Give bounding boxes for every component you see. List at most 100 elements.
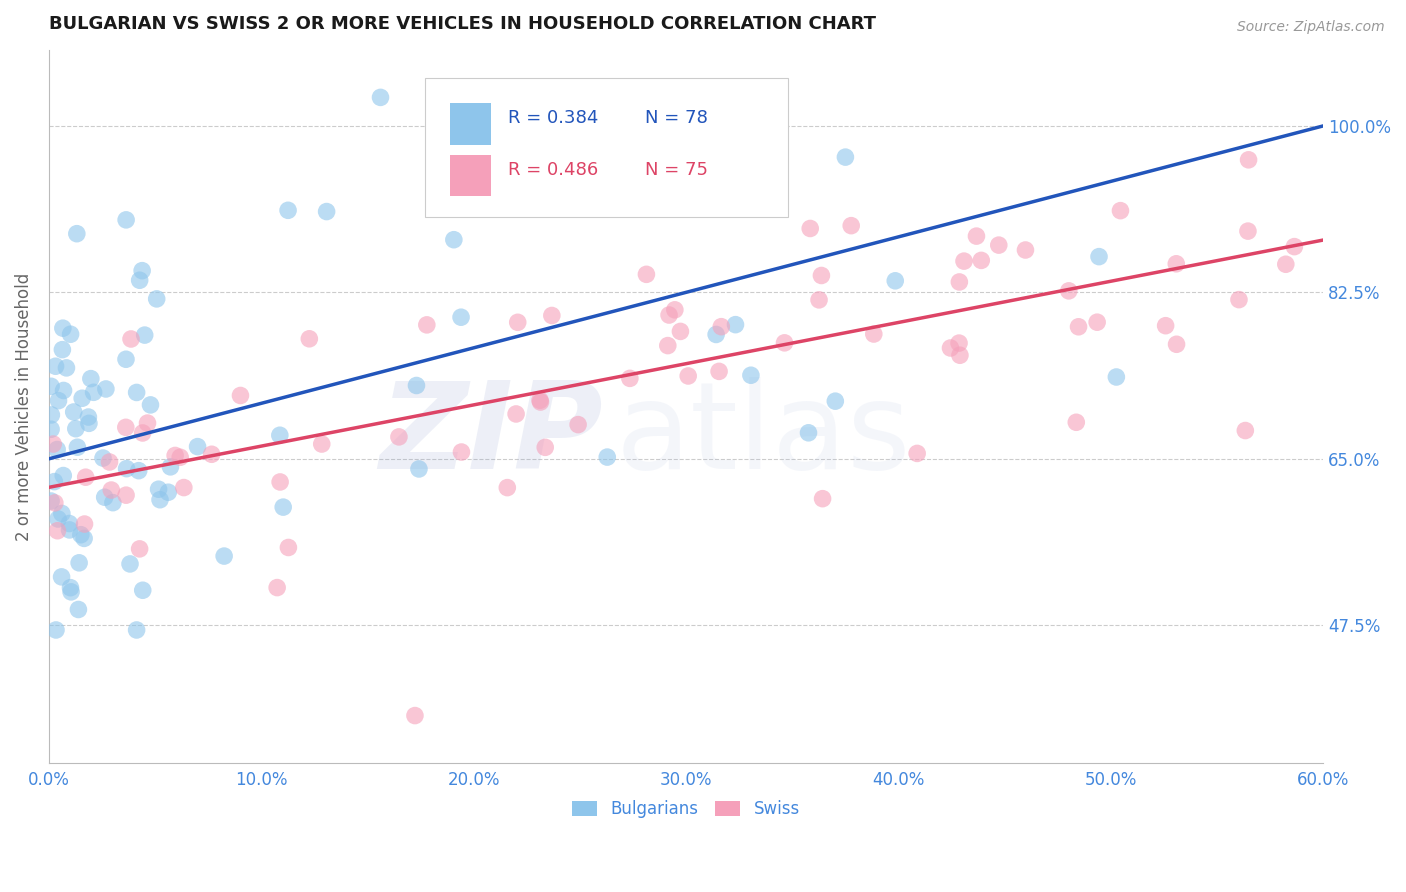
Point	[669, 325, 692, 339]
Point	[939, 341, 962, 355]
Point	[740, 368, 762, 383]
Point	[80, 371, 103, 385]
Text: atlas: atlas	[616, 376, 911, 493]
Text: BULGARIAN VS SWISS 2 OR MORE VEHICLES IN HOUSEHOLD CORRELATION CHART: BULGARIAN VS SWISS 2 OR MORE VEHICLES IN…	[49, 15, 876, 33]
Point	[73, 532, 96, 546]
Point	[948, 336, 970, 351]
Point	[128, 541, 150, 556]
Point	[948, 275, 970, 289]
Point	[51, 570, 73, 584]
FancyBboxPatch shape	[450, 154, 491, 196]
Point	[443, 233, 465, 247]
Point	[905, 446, 928, 460]
Point	[145, 292, 167, 306]
Point	[408, 462, 430, 476]
Point	[1105, 370, 1128, 384]
Point	[59, 581, 82, 595]
Point	[201, 447, 224, 461]
Point	[41, 408, 63, 422]
Point	[75, 470, 97, 484]
Point	[39, 422, 62, 436]
Point	[1014, 243, 1036, 257]
Point	[55, 360, 77, 375]
Point	[266, 581, 288, 595]
Point	[52, 384, 75, 398]
Point	[1166, 257, 1188, 271]
Point	[48, 393, 70, 408]
Point	[388, 430, 411, 444]
Point	[1284, 239, 1306, 253]
Point	[134, 328, 156, 343]
Point	[1275, 257, 1298, 271]
Text: R = 0.486: R = 0.486	[508, 161, 598, 178]
Point	[52, 468, 75, 483]
Point	[91, 451, 114, 466]
Point	[125, 623, 148, 637]
Point	[67, 602, 90, 616]
Point	[404, 708, 426, 723]
Point	[450, 310, 472, 325]
Point	[173, 481, 195, 495]
Point	[658, 308, 681, 322]
Point	[46, 512, 69, 526]
Point	[118, 557, 141, 571]
Point	[114, 420, 136, 434]
Point	[572, 183, 595, 197]
Point	[540, 309, 562, 323]
Point	[101, 496, 124, 510]
Point	[70, 391, 93, 405]
Point	[405, 378, 427, 392]
Point	[51, 507, 73, 521]
Point	[799, 221, 821, 235]
Point	[884, 274, 907, 288]
Point	[370, 90, 392, 104]
Point	[229, 388, 252, 402]
Point	[619, 371, 641, 385]
Point	[810, 268, 832, 283]
Point	[52, 321, 75, 335]
Point	[1166, 337, 1188, 351]
Point	[115, 461, 138, 475]
Point	[187, 440, 209, 454]
Point	[416, 318, 439, 332]
Point	[834, 150, 856, 164]
Point	[269, 475, 291, 489]
Point	[62, 405, 84, 419]
Point	[1057, 284, 1080, 298]
Point	[1227, 293, 1250, 307]
Point	[58, 523, 80, 537]
Point	[139, 398, 162, 412]
Point	[65, 422, 87, 436]
Point	[664, 302, 686, 317]
Point	[1067, 319, 1090, 334]
Point	[73, 516, 96, 531]
Point	[987, 238, 1010, 252]
Point	[1234, 424, 1257, 438]
Point	[862, 326, 884, 341]
Point	[83, 385, 105, 400]
Point	[45, 359, 67, 374]
Point	[953, 254, 976, 268]
Point	[773, 335, 796, 350]
Point	[46, 524, 69, 538]
Point	[450, 445, 472, 459]
Point	[1088, 250, 1111, 264]
Point	[949, 348, 972, 362]
Point	[70, 527, 93, 541]
Point	[66, 227, 89, 241]
Text: N = 75: N = 75	[645, 161, 709, 178]
Point	[100, 483, 122, 497]
Point	[808, 293, 831, 307]
Point	[58, 516, 80, 531]
Point	[125, 385, 148, 400]
Point	[120, 332, 142, 346]
Point	[46, 442, 69, 457]
Text: ZIP: ZIP	[380, 376, 603, 493]
Point	[39, 379, 62, 393]
Point	[157, 485, 180, 500]
Point	[165, 449, 187, 463]
Point	[115, 488, 138, 502]
FancyBboxPatch shape	[425, 78, 787, 218]
Point	[529, 395, 551, 409]
Point	[44, 475, 66, 489]
